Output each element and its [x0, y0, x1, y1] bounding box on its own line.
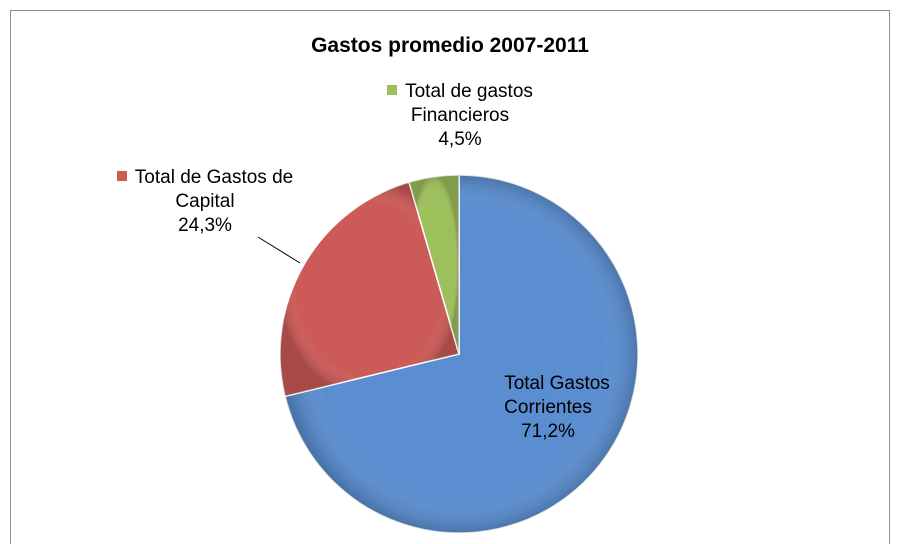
value-label: 4,5% [438, 129, 482, 150]
legend-swatch [116, 170, 127, 181]
chart-title: Gastos promedio 2007-2011 [311, 34, 589, 57]
category-name: Total Gastos Corrientes [504, 373, 610, 418]
category-name: Total de Gastos de Capital [134, 167, 294, 212]
slice-label: Total de Gastos de Capital 24,3% [90, 166, 320, 238]
legend-swatch [387, 84, 398, 95]
legend-swatch [486, 376, 497, 387]
value-label: 24,3% [178, 215, 232, 236]
slice-label: Total de gastos Financieros 4,5% [360, 80, 560, 152]
category-name: Total de gastos Financieros [405, 81, 533, 126]
category-label: Total Gastos Corrientes [458, 372, 638, 420]
slice-label: Total Gastos Corrientes 71,2% [458, 372, 638, 444]
value-label: 71,2% [521, 421, 575, 442]
leader-line [257, 236, 301, 264]
category-label: Total de Gastos de Capital [90, 166, 320, 214]
category-label: Total de gastos Financieros [360, 80, 560, 128]
